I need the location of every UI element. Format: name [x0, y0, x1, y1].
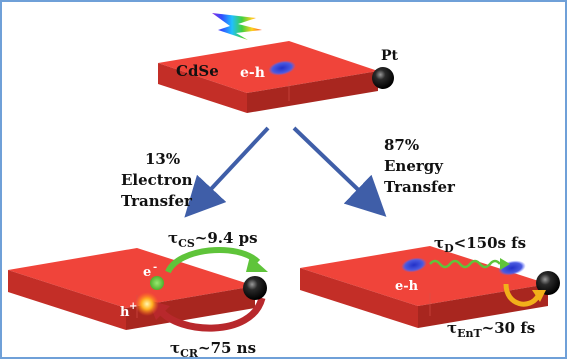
- exciton-label-top: e-h: [240, 65, 265, 81]
- electron-label: e: [143, 265, 151, 280]
- energy-transfer-arrow: [294, 128, 372, 203]
- electron-line1: Electron: [121, 171, 193, 189]
- tau-cs-label: τCS~9.4 ps: [168, 229, 258, 250]
- pt-sphere-bottom-left: [243, 276, 267, 300]
- metal-label: Pt: [381, 48, 399, 64]
- electron-transfer-arrow: [198, 128, 268, 203]
- bottom-right-slab: [300, 246, 548, 328]
- electron-line2: Transfer: [121, 192, 193, 210]
- light-bolt-icon: [212, 13, 262, 40]
- energy-percent: 87%: [384, 136, 419, 154]
- pt-sphere-top: [372, 67, 394, 89]
- electron-percent: 13%: [145, 150, 180, 168]
- electron-sup: -: [153, 262, 157, 273]
- hole-sup: +: [129, 301, 137, 312]
- tau-ent-label: τEnT~30 fs: [447, 319, 535, 340]
- tau-d-label: τD<150s fs: [434, 234, 526, 255]
- tau-cr-label: τCR~75 ns: [170, 339, 256, 359]
- bottom-left-slab: [8, 248, 255, 330]
- electron-dot: [150, 276, 164, 290]
- energy-line1: Energy: [384, 157, 444, 175]
- exciton-label-right: e-h: [395, 279, 419, 294]
- energy-line2: Transfer: [384, 178, 456, 196]
- hole-glow: [135, 292, 159, 316]
- material-label: CdSe: [176, 62, 219, 80]
